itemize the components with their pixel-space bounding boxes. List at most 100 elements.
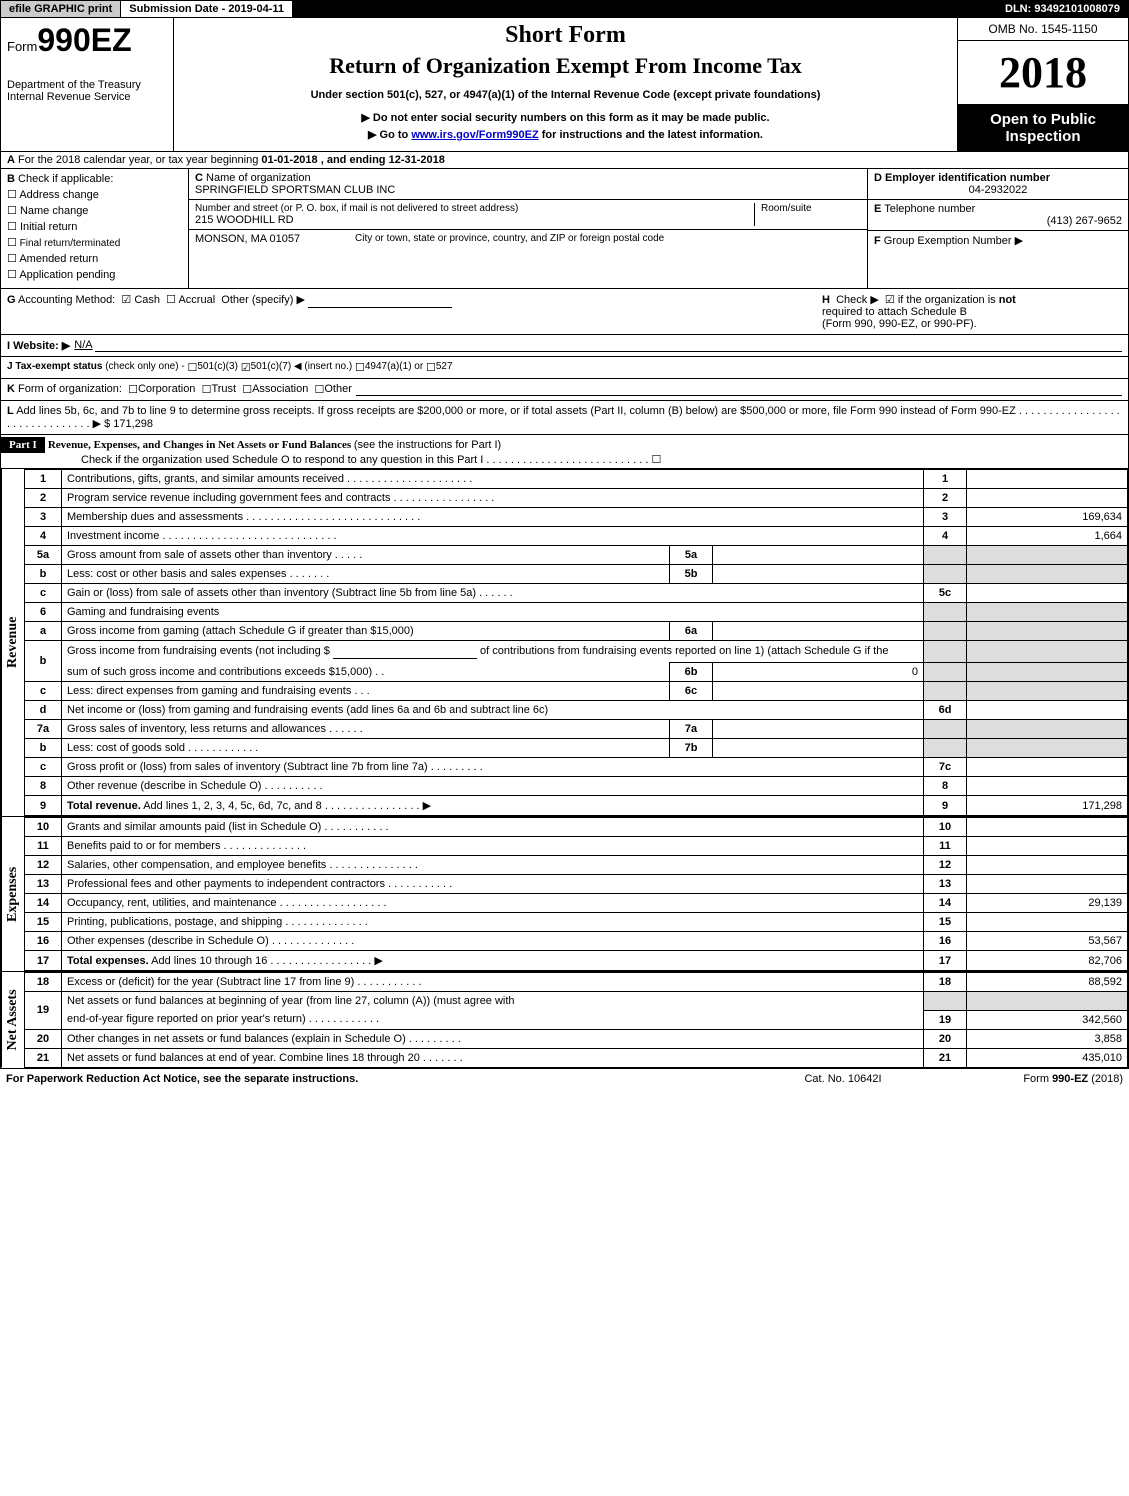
other-specify-input[interactable] [308,293,452,308]
line-desc: Contributions, gifts, grants, and simila… [62,470,924,489]
line-mval [713,739,924,758]
submission-date: Submission Date - 2019-04-11 [121,1,293,17]
checkbox-icon[interactable]: ☐ [7,205,17,217]
section-a-text-pre: For the 2018 calendar year, or tax year … [18,154,261,166]
row-l: L Add lines 5b, 6c, and 7b to line 9 to … [0,401,1129,435]
e-label: E [874,203,881,215]
l17-bold: Total expenses. [67,955,149,967]
open-to-public: Open to Public Inspection [958,105,1128,151]
checkbox-icon[interactable]: ☐ [7,269,17,281]
checkbox-icon[interactable]: ☐ [7,237,17,249]
k-assoc: Association [252,383,308,396]
line-num: 13 [25,875,62,894]
line-rnum: 1 [924,470,967,489]
checkbox-icon[interactable]: ☐ [426,361,436,374]
page-footer: For Paperwork Reduction Act Notice, see … [0,1069,1129,1089]
line-val: 171,298 [967,796,1128,816]
shade [967,739,1128,758]
row-j: J Tax-exempt status (check only one) - ☐… [0,357,1129,379]
line-val [967,758,1128,777]
section-a-mid: , and ending [321,154,389,166]
line-rnum: 17 [924,951,967,971]
checkbox-icon[interactable]: ☐ [128,383,138,396]
l9-bold: Total revenue. [67,800,141,812]
line-7b: bLess: cost of goods sold . . . . . . . … [25,739,1128,758]
checkbox-icon[interactable]: ☐ [7,221,17,233]
row-g-h: G Accounting Method: ☑ Cash ☐ Accrual Ot… [0,289,1129,335]
irs-link[interactable]: www.irs.gov/Form990EZ [411,129,538,141]
checkbox-icon[interactable]: ☐ [202,383,212,396]
revenue-section: Revenue 1Contributions, gifts, grants, a… [0,469,1129,817]
cb-final: Final return/terminated [20,238,121,249]
checkbox-icon[interactable]: ☑ [241,361,251,374]
l6b-input[interactable] [333,644,477,659]
checkbox-icon[interactable]: ☐ [355,361,365,374]
cb-name: Name change [20,205,89,217]
checkbox-icon[interactable]: ☐ [242,383,252,396]
line-rnum: 21 [924,1048,967,1067]
city-row: MONSON, MA 01057 City or town, state or … [189,230,867,248]
line-num: c [25,584,62,603]
line-rnum: 5c [924,584,967,603]
h-text2: if the organization is [898,294,999,306]
footer-bold: 990-EZ [1052,1073,1088,1085]
line-desc: Gross amount from sale of assets other t… [62,546,670,565]
line-desc2: sum of such gross income and contributio… [62,663,670,682]
revenue-table: 1Contributions, gifts, grants, and simil… [24,469,1128,816]
shade [967,641,1128,663]
checkbox-icon[interactable]: ☑ [121,294,131,306]
street-value: 215 WOODHILL RD [195,214,754,226]
line-num: 10 [25,818,62,837]
line-num: 3 [25,508,62,527]
line-5a: 5aGross amount from sale of assets other… [25,546,1128,565]
line-num: 18 [25,973,62,992]
d-label: D [874,172,882,184]
line-val [967,913,1128,932]
line-desc: Program service revenue including govern… [62,489,924,508]
line-14: 14Occupancy, rent, utilities, and mainte… [25,894,1128,913]
section-a-label: A [7,154,15,166]
city-value: MONSON, MA 01057 [195,233,355,245]
j-small: (check only one) - [105,361,184,374]
line-rnum: 10 [924,818,967,837]
line-3: 3Membership dues and assessments . . . .… [25,508,1128,527]
header-left: Form990EZ Department of the Treasury Int… [1,18,174,151]
line-desc: Investment income . . . . . . . . . . . … [62,527,924,546]
line-val [967,856,1128,875]
line-desc: Less: cost or other basis and sales expe… [62,565,670,584]
line-mnum: 6a [670,622,713,641]
line-val: 342,560 [967,1010,1128,1029]
line-9: 9Total revenue. Add lines 1, 2, 3, 4, 5c… [25,796,1128,816]
efile-print-button[interactable]: efile GRAPHIC print [1,1,121,17]
checkbox-icon[interactable]: ☑ [885,294,895,306]
street-label: Number and street (or P. O. box, if mail… [195,203,754,214]
checkbox-icon[interactable]: ☐ [187,361,197,374]
part1-header: Part I Revenue, Expenses, and Changes in… [0,435,1129,469]
netassets-table: 18Excess or (deficit) for the year (Subt… [24,972,1128,1068]
line-10: 10Grants and similar amounts paid (list … [25,818,1128,837]
shade [924,720,967,739]
line-val [967,837,1128,856]
shade [967,720,1128,739]
line-num: 12 [25,856,62,875]
checkbox-icon[interactable]: ☐ [7,253,17,265]
l6b-post: of contributions from fundraising events… [477,645,889,657]
line-val: 29,139 [967,894,1128,913]
checkbox-icon[interactable]: ☐ [651,454,661,466]
line-7c: cGross profit or (loss) from sales of in… [25,758,1128,777]
open-line1: Open to Public [960,111,1126,128]
shade [967,565,1128,584]
line-desc: Net assets or fund balances at end of ye… [62,1048,924,1067]
line-20: 20Other changes in net assets or fund ba… [25,1029,1128,1048]
department-treasury: Department of the Treasury [7,79,167,91]
netassets-section: Net Assets 18Excess or (deficit) for the… [0,972,1129,1069]
form-header: Form990EZ Department of the Treasury Int… [0,18,1129,152]
checkbox-icon[interactable]: ☐ [7,189,17,201]
checkbox-icon[interactable]: ☐ [314,383,324,396]
checkbox-icon[interactable]: ☐ [166,294,176,306]
line-18: 18Excess or (deficit) for the year (Subt… [25,973,1128,992]
street-row: Number and street (or P. O. box, if mail… [189,200,867,230]
row-k: K Form of organization: ☐ Corporation ☐ … [0,379,1129,401]
website-value: N/A [74,339,92,352]
h-text4: (Form 990, 990-EZ, or 990-PF). [822,318,1122,330]
